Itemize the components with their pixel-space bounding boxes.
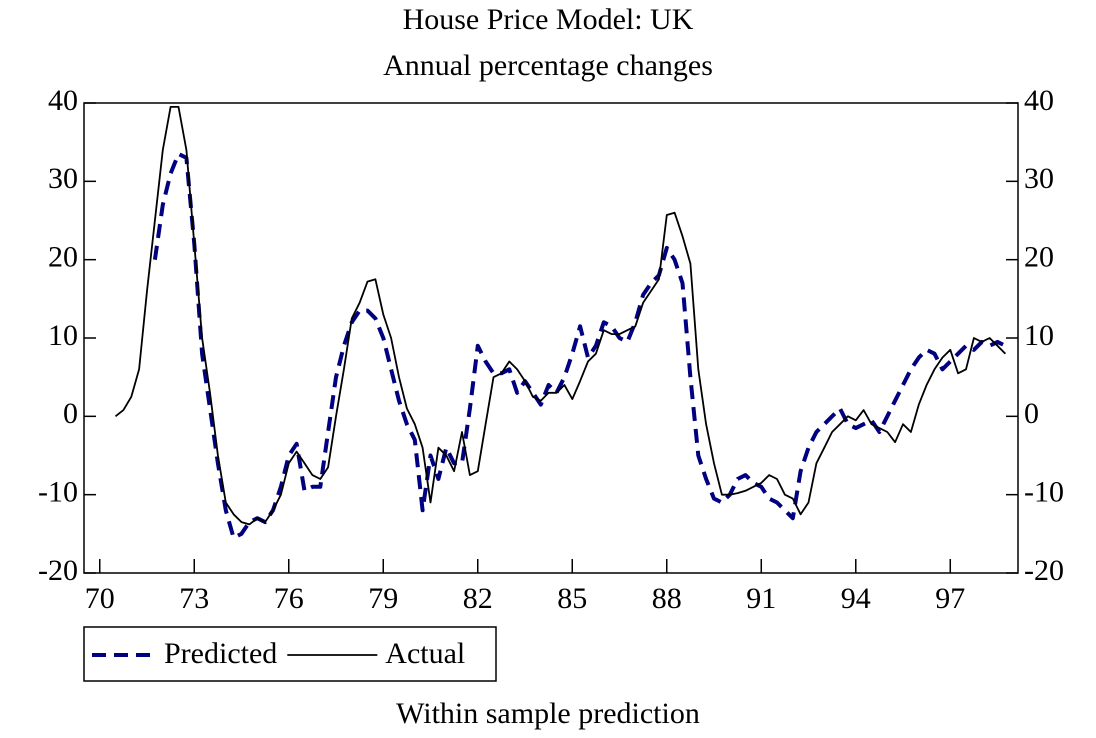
y-tick-label: -20 [38, 554, 78, 587]
y2-tick-label: 10 [1024, 319, 1054, 352]
series-line [152, 151, 1007, 540]
x-tick-label: 88 [652, 582, 682, 615]
y2-tick-label: 40 [1024, 84, 1054, 117]
y2-tick-label: -10 [1024, 476, 1064, 509]
x-tick-label: 73 [179, 582, 209, 615]
x-tick-label: 76 [274, 582, 304, 615]
y2-tick-label: 0 [1024, 397, 1039, 430]
y-tick-label: 0 [63, 397, 78, 430]
x-tick-label: 97 [935, 582, 965, 615]
y-tick-label: -10 [38, 476, 78, 509]
y2-tick-label: 30 [1024, 162, 1054, 195]
x-tick-label: 70 [85, 582, 115, 615]
chart-subtitle: Annual percentage changes [383, 49, 713, 82]
caption: Within sample prediction [396, 697, 700, 730]
y-tick-label: 10 [48, 319, 78, 352]
legend-label: Actual [385, 637, 465, 670]
y-tick-label: 30 [48, 162, 78, 195]
x-tick-label: 85 [557, 582, 587, 615]
legend-label: Predicted [164, 637, 277, 670]
x-tick-label: 82 [463, 582, 493, 615]
x-tick-label: 94 [841, 582, 871, 615]
series-line [114, 106, 1007, 526]
y2-tick-label: -20 [1024, 554, 1064, 587]
y2-tick-label: 20 [1024, 241, 1054, 274]
x-tick-label: 79 [368, 582, 398, 615]
legend-box [83, 626, 497, 682]
y-tick-label: 20 [48, 241, 78, 274]
y-tick-label: 40 [48, 84, 78, 117]
chart-title: House Price Model: UK [403, 3, 694, 36]
x-tick-label: 91 [746, 582, 776, 615]
